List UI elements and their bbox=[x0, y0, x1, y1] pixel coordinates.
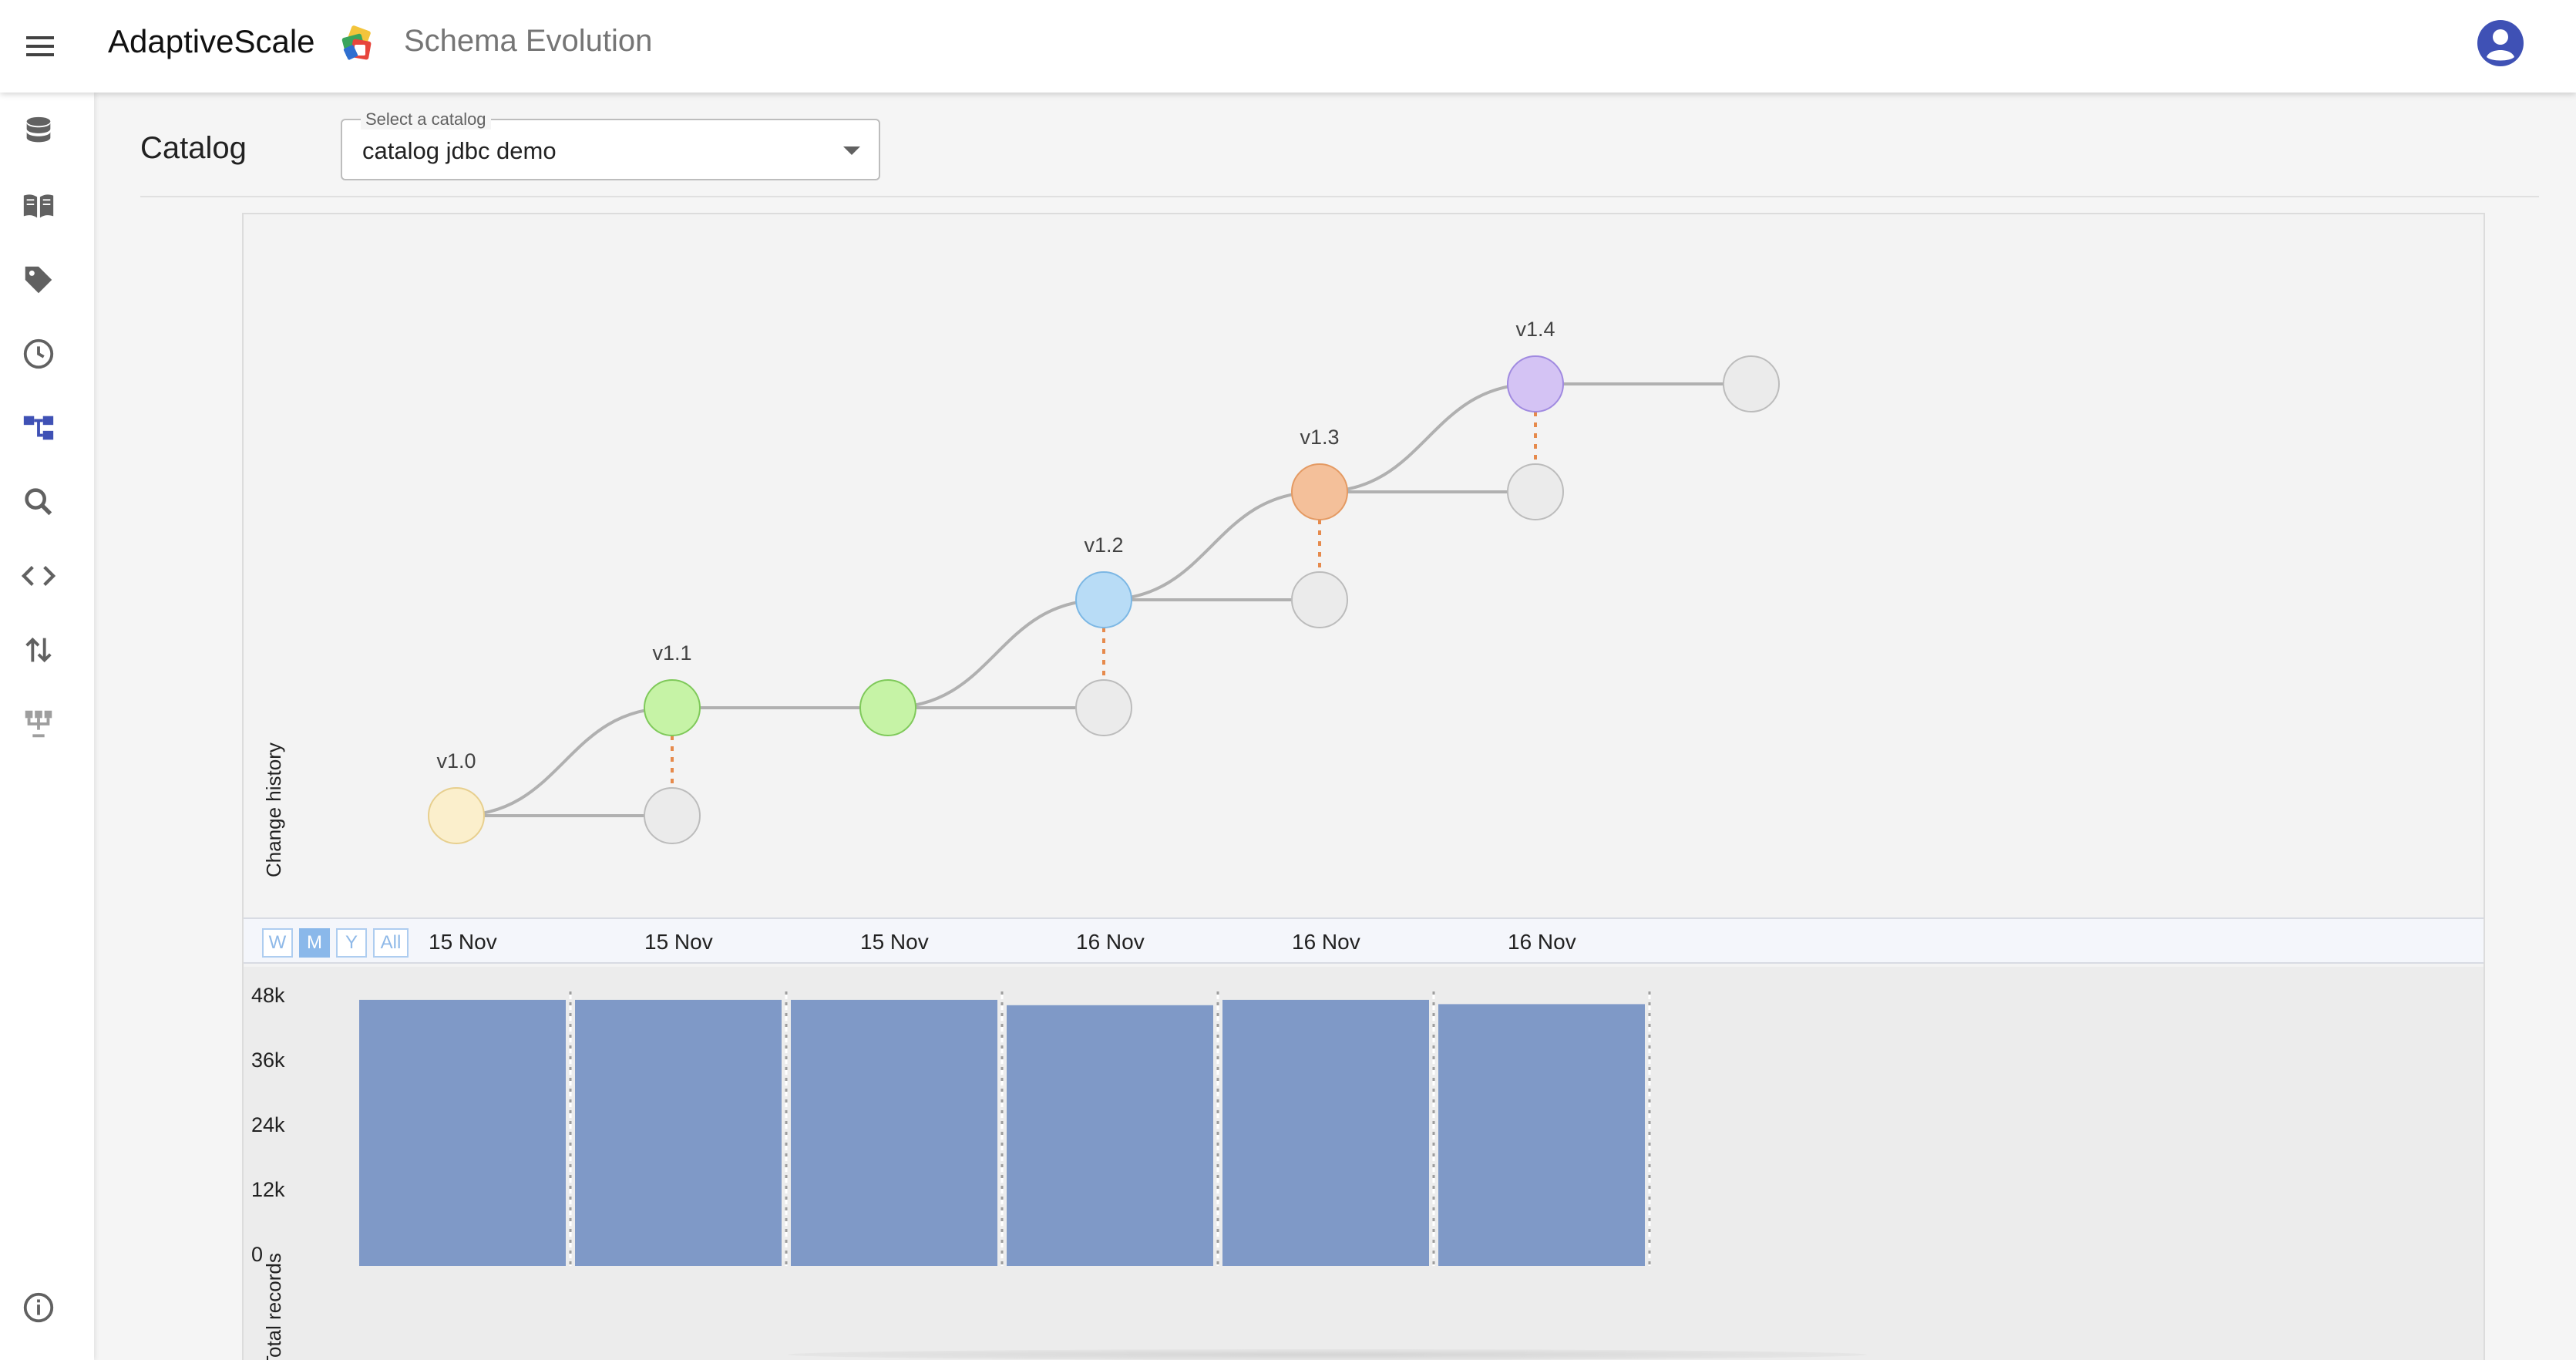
date-label: 16 Nov bbox=[1508, 930, 1576, 954]
date-label: 15 Nov bbox=[644, 930, 713, 954]
scroll-shadow bbox=[788, 1349, 1867, 1360]
records-bar[interactable] bbox=[1222, 999, 1429, 1266]
schema-evolution-panel: v1.0 v1.1 v1.2 v1.3 v1.4 Change history W M … bbox=[242, 213, 2485, 1360]
database-icon[interactable] bbox=[18, 112, 59, 152]
tag-icon[interactable] bbox=[18, 260, 59, 300]
date-label: 15 Nov bbox=[429, 930, 497, 954]
history-curve-edge bbox=[456, 706, 673, 817]
records-bar[interactable] bbox=[1438, 1004, 1645, 1266]
code-icon[interactable] bbox=[18, 556, 59, 596]
timeline-strip: W M Y All 15 Nov 15 Nov 15 Nov 16 Nov 16… bbox=[244, 917, 2484, 964]
version-node[interactable] bbox=[1291, 463, 1348, 520]
clock-icon[interactable] bbox=[18, 334, 59, 374]
zoom-month-button[interactable]: M bbox=[299, 928, 330, 958]
records-bar[interactable] bbox=[791, 999, 997, 1266]
version-node[interactable] bbox=[644, 679, 701, 736]
date-label: 16 Nov bbox=[1292, 930, 1360, 954]
previous-state-node[interactable] bbox=[1291, 571, 1348, 628]
version-label: v1.2 bbox=[1084, 534, 1123, 557]
records-bar[interactable] bbox=[359, 999, 566, 1266]
book-icon[interactable] bbox=[18, 186, 59, 226]
date-label: 16 Nov bbox=[1076, 930, 1145, 954]
y-tick-label: 36k bbox=[251, 1049, 285, 1072]
lineage-icon[interactable] bbox=[18, 704, 59, 744]
records-bar[interactable] bbox=[575, 999, 782, 1266]
version-node[interactable] bbox=[1075, 571, 1132, 628]
info-icon[interactable] bbox=[18, 1288, 59, 1328]
catalog-select-legend: Select a catalog bbox=[361, 109, 491, 130]
previous-state-node[interactable] bbox=[1075, 679, 1132, 736]
swap-vertical-icon[interactable] bbox=[18, 630, 59, 670]
history-curve-edge bbox=[1319, 382, 1536, 493]
y-tick-label: 48k bbox=[251, 984, 285, 1007]
y-tick-label: 12k bbox=[251, 1178, 285, 1201]
main-content: Catalog Select a catalog catalog jdbc de… bbox=[94, 93, 2576, 1360]
date-label: 15 Nov bbox=[860, 930, 929, 954]
version-label: v1.1 bbox=[652, 641, 691, 665]
version-node[interactable] bbox=[1507, 355, 1564, 412]
brand-name: AdaptiveScale bbox=[108, 23, 315, 59]
hamburger-menu-icon[interactable] bbox=[22, 28, 59, 65]
change-history-graph: v1.0 v1.1 v1.2 v1.3 v1.4 bbox=[428, 318, 1780, 844]
version-node[interactable] bbox=[428, 787, 485, 844]
y-tick-label: 0 bbox=[251, 1243, 264, 1266]
chevron-down-icon bbox=[843, 146, 860, 155]
zoom-week-button[interactable]: W bbox=[262, 928, 293, 958]
bar-plot bbox=[359, 991, 1651, 1266]
divider bbox=[140, 196, 2539, 197]
top-app-bar: AdaptiveScale Schema Evolution bbox=[0, 0, 2576, 93]
catalog-select-value: catalog jdbc demo bbox=[362, 137, 557, 164]
catalog-label: Catalog bbox=[140, 131, 247, 165]
change-history-axis-label: Change history bbox=[262, 742, 285, 877]
app-title: Schema Evolution bbox=[404, 24, 653, 58]
previous-state-node[interactable] bbox=[644, 787, 701, 844]
records-bar[interactable] bbox=[1007, 1005, 1213, 1266]
version-label: v1.0 bbox=[436, 749, 476, 773]
zoom-year-button[interactable]: Y bbox=[336, 928, 367, 958]
version-label: v1.4 bbox=[1515, 318, 1555, 341]
zoom-all-button[interactable]: All bbox=[373, 928, 409, 958]
adaptivescale-logo-icon bbox=[338, 23, 381, 66]
version-node[interactable] bbox=[859, 679, 916, 736]
search-icon[interactable] bbox=[18, 482, 59, 522]
sidebar-nav bbox=[0, 93, 94, 1360]
version-label: v1.3 bbox=[1300, 426, 1339, 449]
account-circle-icon[interactable] bbox=[2476, 19, 2525, 68]
previous-state-node[interactable] bbox=[1723, 355, 1780, 412]
history-curve-edge bbox=[887, 598, 1105, 709]
schema-tree-icon[interactable] bbox=[18, 408, 59, 448]
history-curve-edge bbox=[1103, 490, 1320, 601]
y-tick-label: 24k bbox=[251, 1113, 285, 1136]
total-records-chart: 48k 36k 24k 12k 0 bbox=[244, 967, 2484, 1360]
previous-state-node[interactable] bbox=[1507, 463, 1564, 520]
total-records-axis-label: Total records bbox=[262, 1253, 285, 1360]
catalog-select[interactable]: Select a catalog catalog jdbc demo bbox=[341, 109, 880, 180]
